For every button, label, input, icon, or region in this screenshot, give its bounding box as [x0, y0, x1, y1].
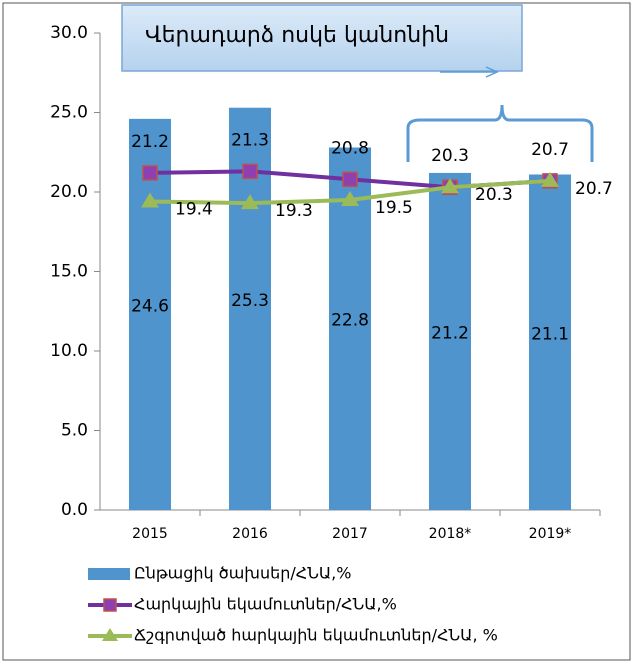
data-label: 21.1: [531, 324, 569, 344]
x-tick-label: 2015: [132, 526, 168, 542]
data-label: 24.6: [131, 296, 169, 316]
data-label: 21.3: [231, 130, 269, 150]
y-tick-label: 15.0: [50, 262, 88, 282]
x-tick-label: 2016: [232, 526, 268, 542]
y-tick-label: 30.0: [50, 23, 88, 43]
bar: [429, 172, 471, 511]
y-tick-label: 0.0: [61, 500, 88, 520]
y-tick-label: 10.0: [50, 341, 88, 361]
legend-label: Ճշգրտված հարկային եկամուտներ/ՀՆԱ, %: [134, 626, 498, 645]
data-label: 21.2: [131, 132, 169, 152]
legend-swatch: [88, 568, 130, 580]
bar: [129, 118, 171, 511]
marker: [242, 163, 258, 180]
callout: [121, 4, 523, 72]
marker: [541, 171, 559, 187]
y-tick-label: 25.0: [50, 103, 88, 123]
data-label: 19.4: [175, 200, 213, 220]
y-tick-label: 20.0: [50, 182, 88, 202]
data-label: 20.8: [331, 138, 369, 158]
y-tick-label: 5.0: [61, 421, 88, 441]
x-tick-label: 2018*: [429, 526, 472, 542]
brace: [406, 104, 594, 162]
legend-marker: [103, 598, 117, 612]
data-label: 20.7: [531, 140, 569, 160]
marker: [241, 194, 259, 210]
x-tick-label: 2019*: [529, 526, 572, 542]
data-label: 21.2: [431, 323, 469, 343]
bar: [329, 147, 371, 511]
data-label: 20.7: [575, 179, 613, 199]
bar: [529, 174, 571, 510]
data-label: 20.3: [475, 185, 513, 205]
legend-label: Ընթացիկ ծախսեր/ՀՆԱ,%: [134, 564, 351, 583]
x-tick-label: 2017: [332, 526, 368, 542]
data-label: 20.3: [431, 146, 469, 166]
data-label: 19.5: [375, 198, 413, 218]
legend-label: Հարկային եկամուտներ/ՀՆԱ,%: [134, 595, 397, 614]
annotation: Վերադարձ ոսկե կանոնին: [145, 23, 449, 48]
data-label: 22.8: [331, 311, 369, 331]
marker: [341, 190, 359, 206]
marker: [441, 178, 459, 194]
legend-marker: [102, 628, 118, 641]
plot: 0.0 5.0 10.0 15.0 20.0 25.0 30.0 2015 2016 2017 20…: [50, 23, 613, 645]
data-label: 25.3: [231, 291, 269, 311]
marker: [142, 165, 158, 181]
marker: [141, 192, 159, 208]
data-label: 19.3: [275, 201, 313, 221]
callout-arrowhead: [485, 66, 499, 78]
marker: [342, 171, 358, 188]
